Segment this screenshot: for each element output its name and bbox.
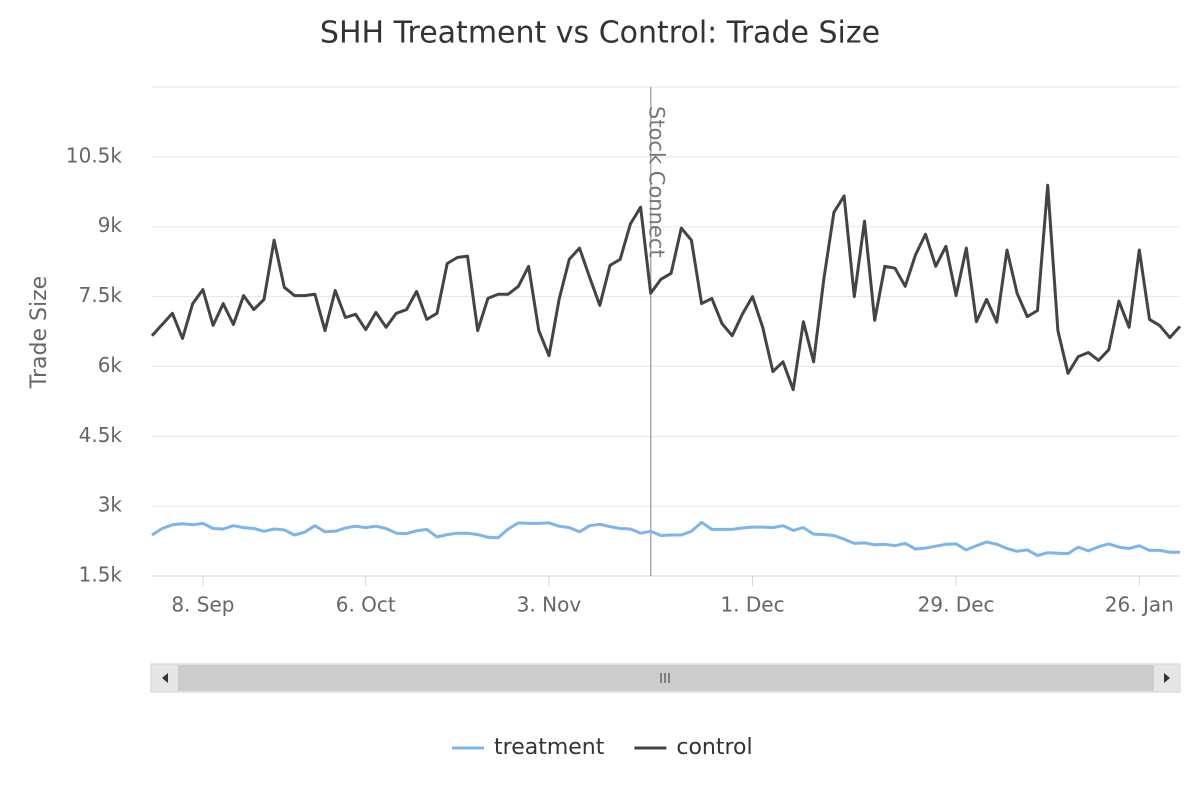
scrollbar-grip — [660, 673, 670, 683]
legend-item[interactable]: treatment — [452, 735, 605, 760]
y-axis-title: Trade Size — [27, 276, 52, 389]
series-line — [150, 183, 1182, 392]
x-tick-label: 8. Sep — [171, 593, 234, 617]
scrollbar[interactable] — [150, 663, 1181, 693]
x-tick-label: 26. Jan — [1105, 593, 1174, 617]
left-arrow — [162, 673, 168, 683]
legend-item[interactable]: control — [634, 735, 753, 760]
y-tick-label: 3k — [98, 493, 123, 517]
y-tick-label: 6k — [98, 353, 123, 377]
scrollbar-thumb[interactable] — [178, 665, 1154, 691]
x-tick-label: 3. Nov — [517, 593, 582, 617]
y-tick-label: 7.5k — [79, 283, 123, 307]
legend-label: control — [676, 735, 752, 760]
legend-label: treatment — [494, 735, 605, 760]
y-tick-label: 9k — [98, 213, 123, 237]
y-tick-label: 1.5k — [79, 563, 123, 587]
x-tick-label: 6. Oct — [336, 593, 396, 617]
series-line — [151, 520, 1180, 557]
chart-title: SHH Treatment vs Control: Trade Size — [320, 16, 880, 51]
y-tick-label: 4.5k — [79, 423, 123, 447]
x-tick-label: 1. Dec — [720, 593, 784, 617]
y-tick-label: 10.5k — [66, 143, 123, 167]
x-tick-label: 29. Dec — [918, 593, 995, 617]
right-arrow — [1164, 673, 1170, 683]
plot-line-label: Stock Connect — [645, 106, 669, 258]
